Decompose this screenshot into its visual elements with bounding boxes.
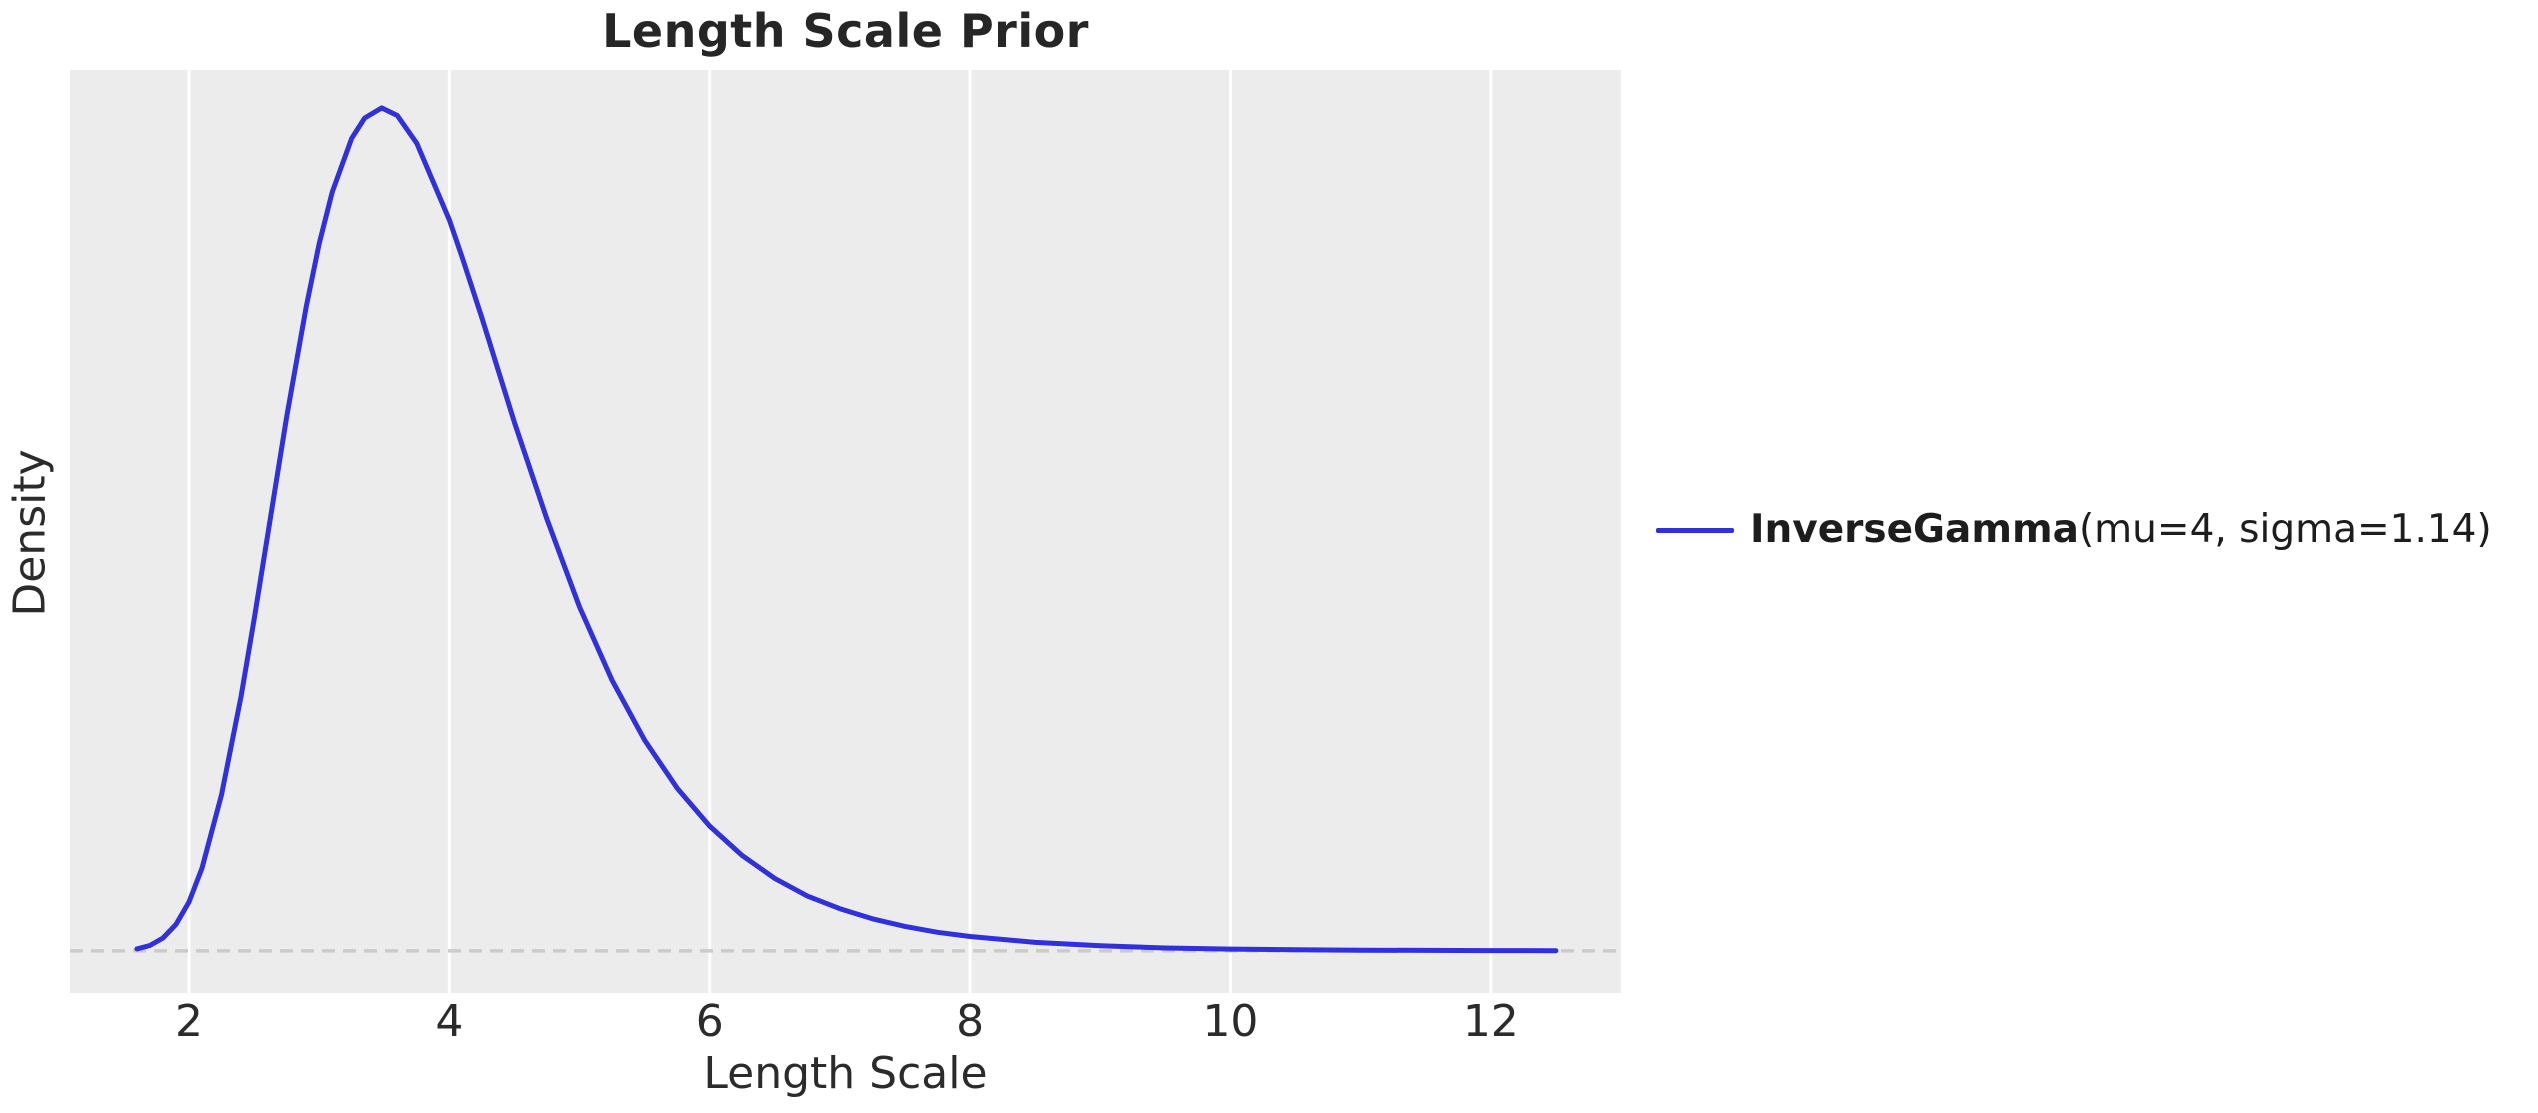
plot-canvas [70, 70, 1621, 993]
chart-title: Length Scale Prior [602, 4, 1089, 58]
x-axis-tick-labels: 2 4 6 8 10 12 [70, 998, 1621, 1050]
x-tick-label: 4 [435, 996, 464, 1047]
density-curve [134, 105, 1559, 954]
legend-line-swatch [1656, 527, 1734, 533]
legend-distribution-name: InverseGamma [1750, 507, 2079, 552]
x-axis-label: Length Scale [703, 1048, 988, 1099]
x-tick-label: 10 [1202, 996, 1259, 1047]
legend: InverseGamma(mu=4, sigma=1.14) [1656, 505, 2492, 555]
x-tick-label: 2 [174, 996, 203, 1047]
legend-distribution-params: (mu=4, sigma=1.14) [2078, 507, 2492, 552]
legend-entry-label: InverseGamma(mu=4, sigma=1.14) [1750, 505, 2492, 555]
plot-area [70, 70, 1621, 993]
y-axis-label: Density [4, 449, 56, 617]
x-tick-label: 8 [956, 996, 985, 1047]
x-tick-label: 6 [695, 996, 724, 1047]
x-tick-label: 12 [1462, 996, 1519, 1047]
